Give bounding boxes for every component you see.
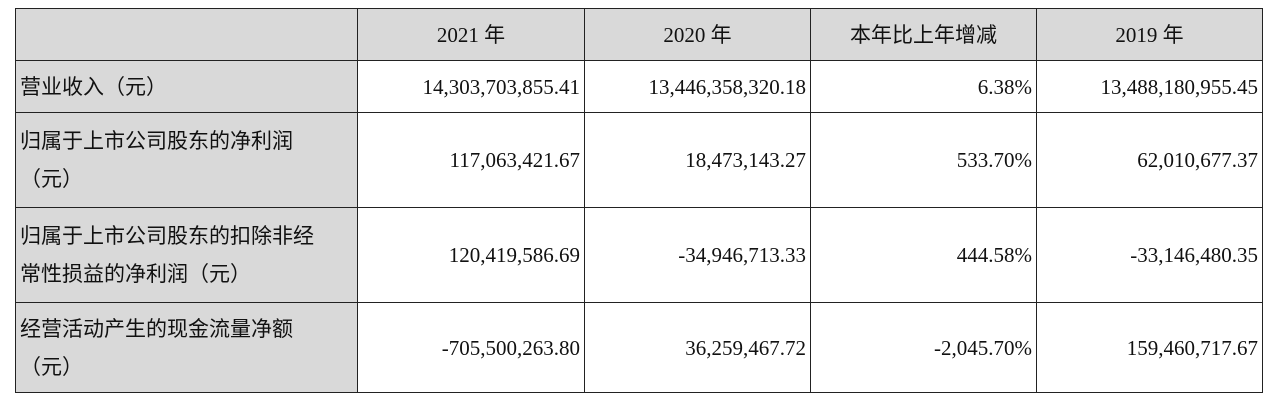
value-cell: 444.58% [810,207,1037,303]
value-cell: 62,010,677.37 [1036,112,1263,208]
header-cell [15,8,358,61]
table-container: 2021 年 2020 年本年比上年增减 2019 年营业收入（元） 14,303,7… [15,8,1263,393]
row-label-line: （元） [20,167,83,191]
financial-table: 2021 年 2020 年本年比上年增减 2019 年营业收入（元） 14,303,7… [15,8,1263,393]
header-cell: 本年比上年增减 [810,8,1037,61]
row-label-line: 常性损益的净利润（元） [20,262,251,286]
row-label-line: 归属于上市公司股东的净利润 [20,129,293,153]
row-label: 归属于上市公司股东的扣除非经 常性损益的净利润（元） [15,207,358,303]
row-label: 营业收入（元） [15,60,358,113]
header-cell: 2021 年 [357,8,585,61]
value-cell: 14,303,703,855.41 [357,60,585,113]
header-row: 2021 年 2020 年本年比上年增减 2019 年 [15,8,1263,61]
row-label: 归属于上市公司股东的净利润 （元） [15,112,358,208]
value-cell: 13,488,180,955.45 [1036,60,1263,113]
row-label-line: 营业收入（元） [20,74,167,99]
value-cell: 159,460,717.67 [1036,302,1263,393]
value-cell: 6.38% [810,60,1037,113]
data-row: 归属于上市公司股东的扣除非经 常性损益的净利润（元） 120,419,586.69-… [15,207,1263,303]
header-cell: 2019 年 [1036,8,1263,61]
value-cell: 533.70% [810,112,1037,208]
row-label: 经营活动产生的现金流量净额 （元） [15,302,358,393]
value-cell: -34,946,713.33 [584,207,811,303]
value-cell: -2,045.70% [810,302,1037,393]
value-cell: 18,473,143.27 [584,112,811,208]
data-row: 经营活动产生的现金流量净额 （元） -705,500,263.80 36,259,46… [15,302,1263,393]
row-label-line: 归属于上市公司股东的扣除非经 [20,224,314,248]
value-cell: -705,500,263.80 [357,302,585,393]
header-cell: 2020 年 [584,8,811,61]
data-row: 归属于上市公司股东的净利润 （元） 117,063,421.67 18,473,143… [15,112,1263,208]
value-cell: 117,063,421.67 [357,112,585,208]
value-cell: 36,259,467.72 [584,302,811,393]
value-cell: 13,446,358,320.18 [584,60,811,113]
value-cell: 120,419,586.69 [357,207,585,303]
row-label-line: （元） [20,354,83,379]
data-row: 营业收入（元） 14,303,703,855.41 13,446,358,320.1… [15,60,1263,113]
table-body: 2021 年 2020 年本年比上年增减 2019 年营业收入（元） 14,303,7… [15,8,1263,393]
row-label-line: 经营活动产生的现金流量净额 [20,316,293,341]
value-cell: -33,146,480.35 [1036,207,1263,303]
